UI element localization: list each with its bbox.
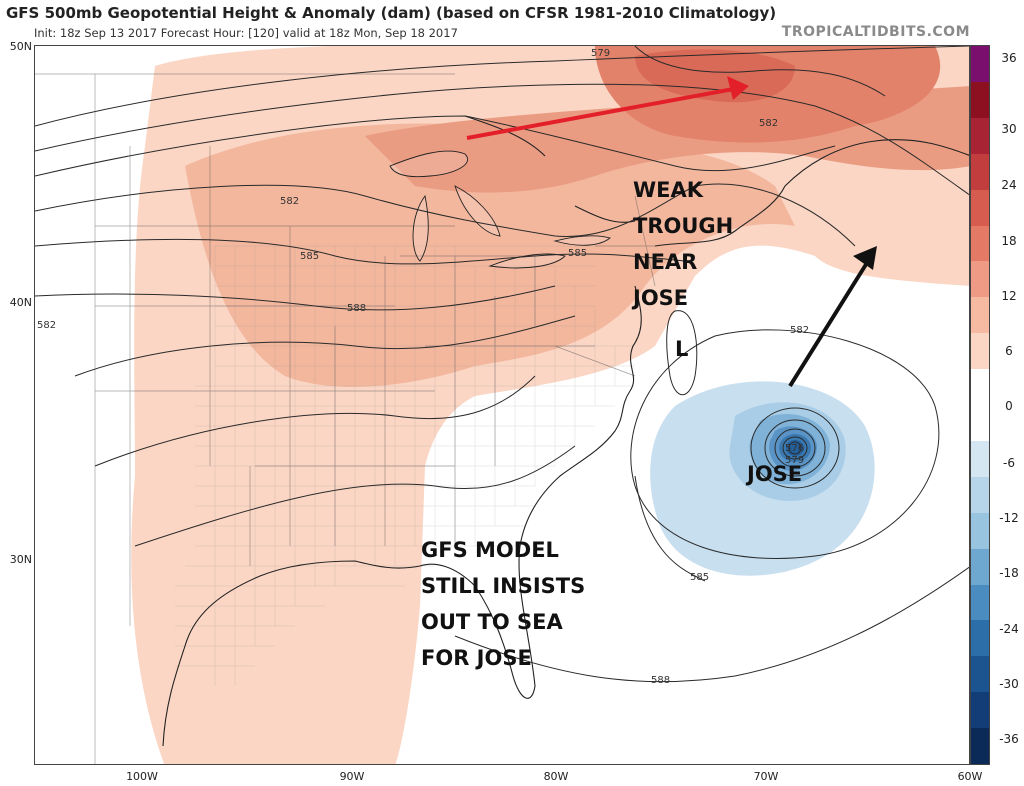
contour-label: 585 [690,572,709,583]
colorbar-label: 30 [1001,122,1017,136]
trough-line: JOSE [633,286,689,310]
model-line: STILL INSISTS [421,574,586,598]
colorbar-segment [971,333,989,370]
trough-line: TROUGH [633,214,734,238]
colorbar-segment [971,728,989,765]
contour-label: 588 [651,675,670,686]
colorbar-segment [971,548,989,585]
colorbar-segment [971,153,989,191]
colorbar-segment [971,297,989,334]
model-annotation: GFS MODEL STILL INSISTS OUT TO SEA FOR J… [421,532,585,676]
colorbar-label: -6 [1003,456,1015,470]
trough-line: NEAR [633,250,698,274]
map-subtitle: Init: 18z Sep 13 2017 Forecast Hour: [12… [34,26,458,40]
colorbar-label: 18 [1001,234,1017,248]
map-graphic: 579 582 582 582 585 585 588 582 576 579 … [35,46,969,764]
contour-label-group: 579 582 582 582 585 585 588 582 576 579 … [37,48,809,686]
red-arrow [466,76,749,140]
colorbar-label: -24 [999,622,1019,636]
contour-label: 579 [591,48,610,59]
lat-label: 30N [9,553,32,566]
lon-label: 90W [339,770,365,783]
contour-label: 582 [280,196,299,207]
colorbar-label: 36 [1001,51,1017,65]
colorbar-segment [971,117,989,155]
black-arrow [788,246,877,388]
contour-label: 585 [568,248,587,259]
map-panel: 579 582 582 582 585 585 588 582 576 579 … [34,45,970,765]
colorbar-label: -12 [999,511,1019,525]
great-lakes [389,150,611,269]
colorbar-label: 12 [1001,289,1017,303]
lon-label: 80W [543,770,569,783]
contour-label: 588 [347,303,366,314]
colorbar-segment [971,584,989,621]
positive-anomaly-fill [131,46,969,764]
anomaly-colorbar [970,45,990,765]
colorbar-segment [971,440,989,478]
colorbar-segment [971,620,989,657]
colorbar-segment [971,692,989,729]
colorbar-label: 6 [1005,344,1013,358]
contour-label: 576 [785,443,804,454]
contour-label: 585 [300,251,319,262]
map-title: GFS 500mb Geopotential Height & Anomaly … [6,4,777,22]
colorbar-label: 24 [1001,178,1017,192]
contour-label: 579 [785,455,804,466]
storm-label: JOSE [747,462,803,486]
colorbar-segment [971,476,989,514]
contour-label: 582 [759,118,778,129]
colorbar-segment [971,656,989,693]
model-line: GFS MODEL [421,538,559,562]
colorbar-segment [971,512,989,550]
colorbar-label: 0 [1005,399,1013,413]
colorbar-segment [971,46,989,83]
contour-label: 582 [37,320,56,331]
colorbar-label: -18 [999,566,1019,580]
model-line: FOR JOSE [421,646,532,670]
lon-label: 100W [126,770,158,783]
colorbar-segment [971,405,989,442]
county-grid [175,245,635,686]
colorbar-segment [971,225,989,262]
colorbar-label: -30 [999,677,1019,691]
trough-annotation: WEAK TROUGH NEAR JOSE [633,172,733,316]
colorbar-segment [971,261,989,298]
site-watermark: TROPICALTIDBITS.COM [781,24,970,40]
model-line: OUT TO SEA [421,610,563,634]
colorbar-label: -36 [999,732,1019,746]
low-marker: L [675,337,689,361]
trough-line: WEAK [633,178,704,202]
colorbar-segment [971,369,989,406]
coastline [162,115,969,747]
lon-label: 70W [753,770,779,783]
lon-label: 60W [957,770,983,783]
contour-label: 582 [790,325,809,336]
colorbar-segment [971,81,989,119]
lat-label: 50N [9,40,32,53]
lat-label: 40N [9,296,32,309]
colorbar-segment [971,189,989,226]
height-contours [35,46,969,683]
negative-anomaly-fill [650,381,875,576]
